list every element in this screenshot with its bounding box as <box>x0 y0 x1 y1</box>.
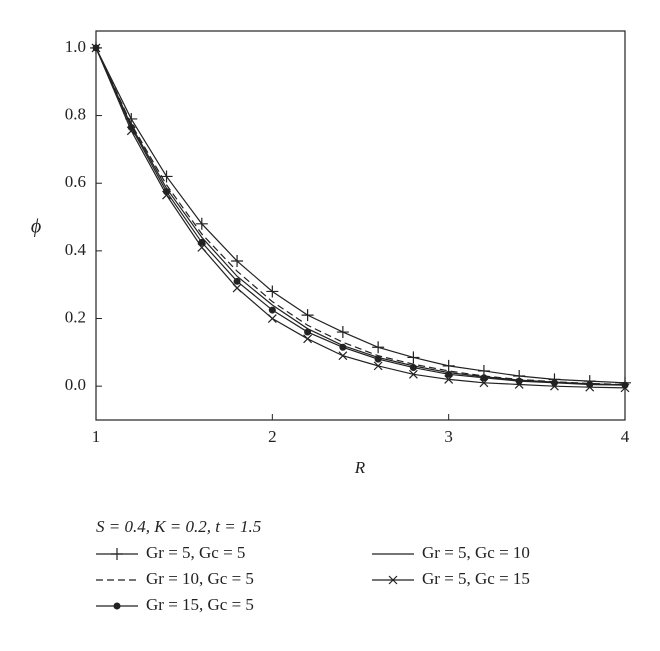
marker <box>550 381 559 391</box>
marker <box>442 359 455 372</box>
marker <box>514 380 524 389</box>
series-line <box>95 47 626 384</box>
series-line <box>95 47 626 386</box>
marker <box>373 361 383 371</box>
marker <box>268 306 276 314</box>
marker <box>267 314 277 323</box>
marker <box>301 309 314 322</box>
marker <box>195 217 208 230</box>
marker <box>113 602 121 610</box>
y-tick-label: 0.0 <box>65 375 86 394</box>
marker <box>197 243 207 252</box>
marker <box>304 328 312 336</box>
annotation: S = 0.4, K = 0.2, t = 1.5 <box>96 517 261 536</box>
marker <box>407 351 420 364</box>
marker <box>408 369 418 379</box>
marker <box>388 575 398 585</box>
marker <box>479 378 489 388</box>
legend-label: Gr = 5, Gc = 5 <box>146 543 245 562</box>
x-axis-label: R <box>354 458 366 477</box>
y-tick-label: 0.4 <box>65 240 87 259</box>
marker <box>444 374 454 384</box>
legend-label: Gr = 15, Gc = 5 <box>146 595 254 614</box>
marker <box>91 43 101 53</box>
marker <box>126 126 136 136</box>
y-axis-label: ϕ <box>31 216 41 238</box>
plot-frame <box>95 30 626 421</box>
x-tick-label: 2 <box>268 427 277 446</box>
marker <box>266 285 279 298</box>
marker <box>160 170 173 183</box>
y-tick-label: 0.6 <box>65 172 86 191</box>
x-tick-label: 1 <box>92 427 101 446</box>
series-line <box>95 47 626 389</box>
marker <box>585 382 595 392</box>
marker <box>233 277 241 285</box>
x-tick-label: 4 <box>621 427 630 446</box>
x-tick-label: 3 <box>444 427 453 446</box>
legend-label: Gr = 5, Gc = 15 <box>422 569 530 588</box>
marker <box>338 351 348 361</box>
y-tick-label: 1.0 <box>65 37 86 56</box>
series-line <box>95 47 626 386</box>
y-tick-label: 0.2 <box>65 307 86 326</box>
marker <box>620 383 630 393</box>
marker <box>515 377 523 385</box>
marker <box>162 190 171 200</box>
marker <box>303 334 313 344</box>
legend-label: Gr = 5, Gc = 10 <box>422 543 530 562</box>
marker <box>372 341 385 354</box>
marker <box>231 255 244 268</box>
marker <box>336 326 349 339</box>
legend-label: Gr = 10, Gc = 5 <box>146 569 254 588</box>
marker <box>111 548 123 560</box>
y-tick-label: 0.8 <box>65 104 86 123</box>
marker <box>339 343 347 351</box>
series-line <box>95 47 626 386</box>
marker <box>232 283 242 293</box>
